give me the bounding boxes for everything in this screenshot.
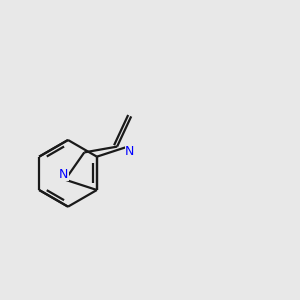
Text: N: N xyxy=(125,145,135,158)
Text: N: N xyxy=(59,168,68,181)
